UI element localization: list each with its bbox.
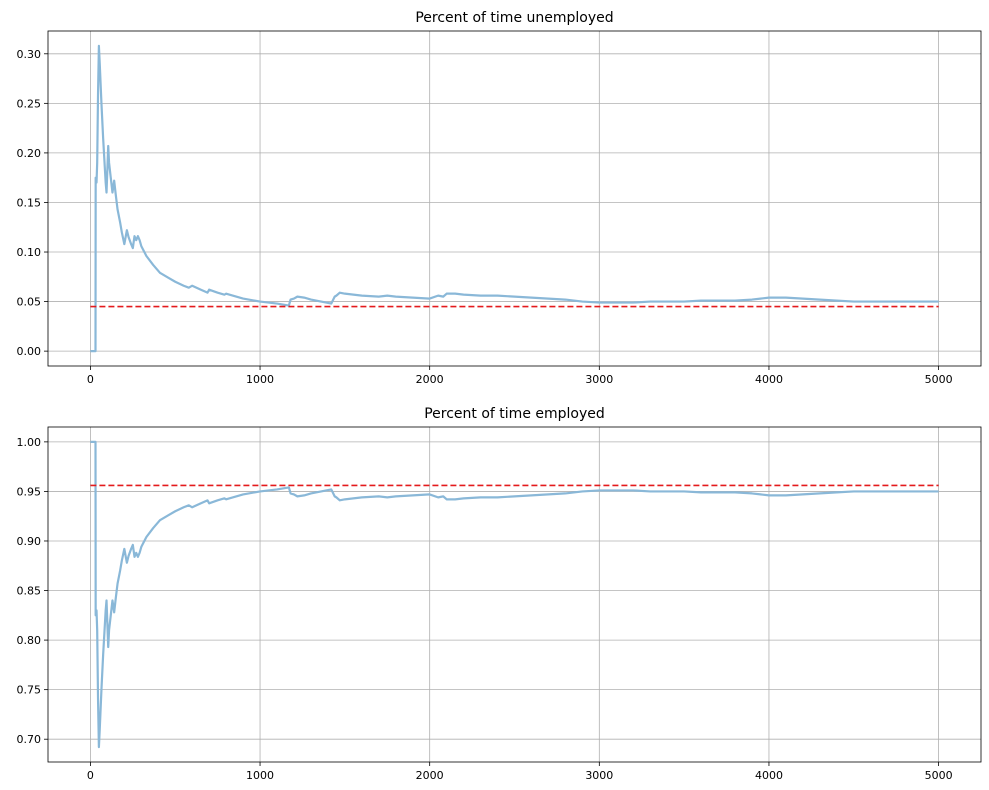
x-tick-label: 1000 xyxy=(246,769,274,782)
y-tick-label: 0.15 xyxy=(17,196,42,209)
axes-frame xyxy=(47,426,982,763)
chart-2: 0 1000 2000 3000 4000 5000 0.70 0.75 0.80 0.85 0.9… xyxy=(17,406,982,782)
x-tick-label: 0 xyxy=(87,769,94,782)
y-tick-label: 0.20 xyxy=(17,147,42,160)
y-tick-label: 0.95 xyxy=(17,485,42,498)
chart-title: Percent of time unemployed xyxy=(415,10,613,26)
x-tick-label: 4000 xyxy=(755,769,783,782)
y-tick-label: 0.80 xyxy=(17,634,42,647)
axes-frame xyxy=(47,30,982,367)
y-tick-label: 0.25 xyxy=(17,97,42,110)
y-tick-label: 0.75 xyxy=(17,684,42,697)
x-tick-label: 0 xyxy=(87,373,94,386)
y-tick-label: 0.00 xyxy=(17,345,42,358)
series-line xyxy=(90,44,939,353)
y-tick-label: 0.10 xyxy=(17,246,42,259)
y-tick-label: 0.90 xyxy=(17,535,42,548)
x-tick-label: 5000 xyxy=(925,373,953,386)
series-line xyxy=(90,440,939,749)
chart-title: Percent of time employed xyxy=(424,406,605,422)
y-tick-label: 0.70 xyxy=(17,733,42,746)
x-tick-label: 2000 xyxy=(416,769,444,782)
x-tick-label: 4000 xyxy=(755,373,783,386)
y-tick-label: 0.05 xyxy=(17,296,42,309)
x-tick-label: 2000 xyxy=(416,373,444,386)
x-tick-label: 3000 xyxy=(585,373,613,386)
chart-1: 0 1000 2000 3000 4000 5000 0.00 0.05 0.10 0.15 0.2… xyxy=(17,10,982,386)
x-tick-label: 5000 xyxy=(925,769,953,782)
y-tick-label: 0.30 xyxy=(17,48,42,61)
x-tick-label: 3000 xyxy=(585,769,613,782)
x-tick-label: 1000 xyxy=(246,373,274,386)
y-tick-label: 1.00 xyxy=(17,436,42,449)
y-tick-label: 0.85 xyxy=(17,585,42,598)
